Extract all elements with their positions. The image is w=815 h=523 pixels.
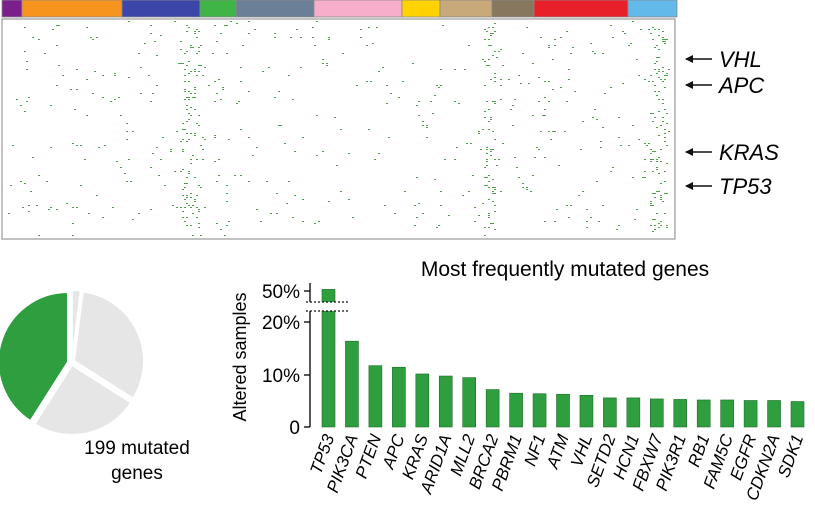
bar-mll2 <box>462 377 477 428</box>
bar-arid1a <box>438 375 453 428</box>
gene-annotation-tp53: TP53 <box>685 174 772 199</box>
y-axis-label: Altered samples <box>230 292 250 421</box>
bar-nf1 <box>532 393 547 428</box>
cancer-type-segment <box>21 0 123 18</box>
bar-apc <box>392 366 406 428</box>
gene-label-vhl: VHL <box>719 47 762 72</box>
arrow-head-icon <box>685 148 693 156</box>
gene-label-tp53: TP53 <box>719 174 772 199</box>
cancer-type-segment <box>121 0 201 18</box>
bar-sdk1 <box>790 401 805 428</box>
arrow-head-icon <box>685 81 693 89</box>
bar-brca2 <box>485 389 500 428</box>
arrow-head-icon <box>685 55 693 63</box>
cancer-type-segment <box>533 0 629 18</box>
gene-label-apc: APC <box>717 73 764 98</box>
cancer-type-segment <box>1 0 23 18</box>
y-ticks: 0 10% 20% 50% <box>262 282 310 439</box>
bar-egfr <box>743 400 758 428</box>
pie-slice <box>33 363 133 436</box>
bar-kras <box>415 373 430 428</box>
bar-hcn1 <box>626 397 641 428</box>
bar-pten <box>368 365 383 428</box>
heatmap-frame <box>1 18 676 240</box>
cancer-type-color-bar <box>1 0 678 18</box>
axis-break <box>306 301 348 312</box>
y-tick-label: 10% <box>262 366 300 387</box>
bar-pik3r1 <box>673 399 688 428</box>
bar-rb1 <box>696 399 711 428</box>
pie-slices <box>0 288 145 436</box>
y-tick-label: 0 <box>289 418 300 439</box>
bar-chart: Most frequently mutated genes Altered sa… <box>230 258 807 503</box>
mutation-heatmap <box>1 0 678 240</box>
gene-annotations: VHL APC KRAS TP53 <box>685 47 779 199</box>
pie-label-line2: genes <box>111 463 163 484</box>
pie-slice <box>0 290 69 423</box>
pie-label-line1: 199 mutated <box>84 438 190 459</box>
bar-tp53 <box>321 289 336 428</box>
gene-annotation-kras: KRAS <box>685 140 779 165</box>
x-tick-label: ATM <box>543 431 573 472</box>
y-tick-label: 20% <box>262 313 300 334</box>
bar-fam5c <box>720 399 734 428</box>
cancer-type-segment <box>313 0 403 18</box>
bar-cdkn2a <box>767 400 781 428</box>
cancer-type-segment <box>199 0 237 18</box>
bar-pbrm1 <box>509 392 523 428</box>
bar-setd2 <box>603 397 617 428</box>
bar-pik3ca <box>345 340 359 428</box>
bars <box>321 289 805 428</box>
cancer-type-segment <box>491 0 535 18</box>
x-tick-labels: TP53PIK3CAPTENAPCKRASARID1AMLL2BRCA2PBRM… <box>307 431 808 503</box>
axis-break-gap <box>306 302 348 311</box>
bar-fbxw7 <box>649 398 664 428</box>
chart-title: Most frequently mutated genes <box>421 258 709 281</box>
cancer-type-segment <box>235 0 315 18</box>
cancer-type-segment <box>401 0 441 18</box>
cancer-type-segment <box>627 0 678 18</box>
gene-annotation-vhl: VHL <box>685 47 762 72</box>
arrow-head-icon <box>685 182 693 190</box>
pie-slice <box>72 290 145 400</box>
bar-atm <box>556 393 570 428</box>
gene-label-kras: KRAS <box>719 140 779 165</box>
pie-slice <box>71 288 82 361</box>
bar-vhl <box>579 394 594 428</box>
gene-annotation-apc: APC <box>685 73 764 98</box>
y-tick-label: 50% <box>262 282 300 303</box>
cancer-type-segment <box>439 0 493 18</box>
mutated-genes-pie: 199 mutated genes <box>0 288 190 484</box>
